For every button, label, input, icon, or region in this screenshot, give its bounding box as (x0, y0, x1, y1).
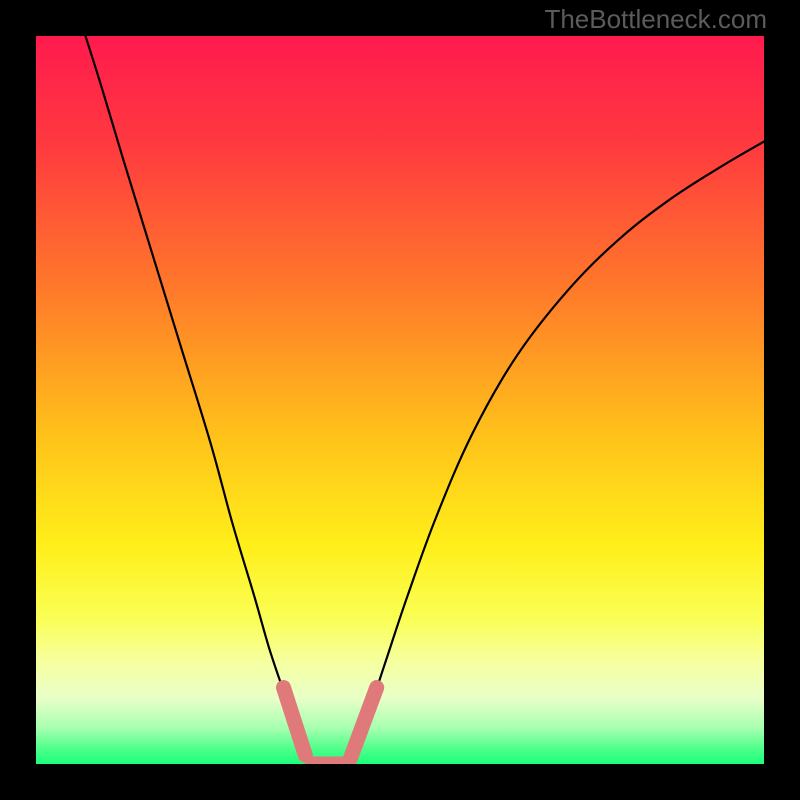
chart-svg (36, 36, 764, 764)
watermark-text: TheBottleneck.com (544, 4, 767, 35)
chart-container: TheBottleneck.com (0, 0, 800, 800)
plot-area (36, 36, 764, 764)
